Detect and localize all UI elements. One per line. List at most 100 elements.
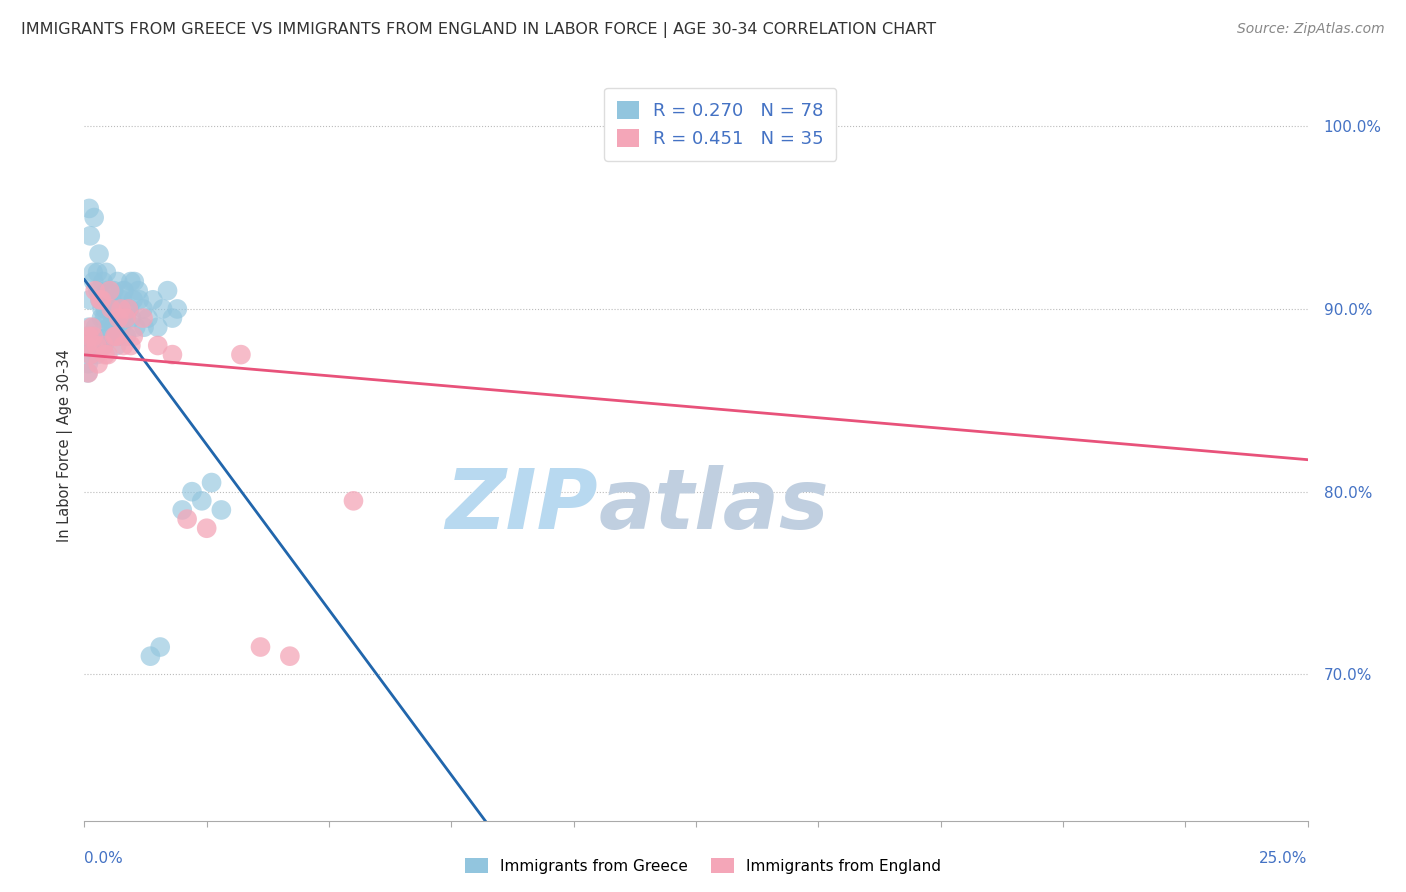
Point — [82, 329, 104, 343]
Point — [115, 329, 138, 343]
Point — [93, 311, 115, 326]
Point — [83, 275, 105, 289]
Point — [118, 301, 141, 316]
Point — [94, 301, 117, 316]
Point — [195, 521, 218, 535]
Point — [80, 320, 103, 334]
Point — [200, 475, 222, 490]
Point — [107, 311, 129, 326]
Point — [89, 293, 111, 307]
Point — [115, 311, 138, 326]
Point — [77, 357, 100, 371]
Point — [100, 293, 122, 307]
Point — [108, 329, 131, 343]
Point — [176, 512, 198, 526]
Point — [122, 275, 145, 289]
Point — [82, 329, 104, 343]
Point — [162, 311, 184, 326]
Point — [80, 338, 103, 352]
Point — [90, 311, 112, 326]
Point — [120, 275, 142, 289]
Point — [98, 329, 121, 343]
Point — [90, 293, 112, 307]
Point — [93, 338, 115, 352]
Point — [105, 338, 128, 352]
Point — [181, 484, 204, 499]
Point — [111, 293, 134, 307]
Point — [229, 348, 252, 362]
Point — [104, 301, 127, 316]
Point — [132, 320, 155, 334]
Point — [166, 301, 188, 316]
Point — [83, 211, 105, 225]
Point — [149, 640, 172, 654]
Legend: R = 0.270   N = 78, R = 0.451   N = 35: R = 0.270 N = 78, R = 0.451 N = 35 — [605, 88, 837, 161]
Point — [97, 320, 120, 334]
Point — [104, 329, 127, 343]
Point — [97, 329, 120, 343]
Point — [142, 293, 165, 307]
Point — [79, 293, 101, 307]
Point — [105, 329, 128, 343]
Point — [117, 301, 139, 316]
Text: 0.0%: 0.0% — [84, 851, 124, 865]
Point — [77, 320, 100, 334]
Point — [110, 311, 132, 326]
Point — [191, 493, 214, 508]
Point — [122, 293, 145, 307]
Point — [89, 293, 111, 307]
Point — [103, 284, 125, 298]
Point — [79, 348, 101, 362]
Point — [136, 311, 159, 326]
Point — [77, 366, 100, 380]
Point — [82, 265, 104, 279]
Point — [172, 503, 194, 517]
Point — [76, 338, 98, 352]
Point — [612, 110, 634, 124]
Point — [101, 311, 124, 326]
Point — [146, 320, 169, 334]
Point — [98, 284, 121, 298]
Point — [87, 284, 110, 298]
Point — [278, 649, 301, 664]
Point — [112, 284, 135, 298]
Point — [87, 357, 110, 371]
Point — [108, 301, 131, 316]
Point — [97, 348, 120, 362]
Point — [139, 649, 162, 664]
Point — [76, 329, 98, 343]
Point — [79, 228, 101, 243]
Point — [112, 338, 135, 352]
Point — [128, 293, 150, 307]
Point — [110, 301, 132, 316]
Point — [96, 265, 118, 279]
Point — [86, 338, 108, 352]
Text: atlas: atlas — [598, 466, 828, 547]
Point — [209, 503, 232, 517]
Text: 25.0%: 25.0% — [1260, 851, 1308, 865]
Point — [84, 329, 107, 343]
Legend: Immigrants from Greece, Immigrants from England: Immigrants from Greece, Immigrants from … — [458, 852, 948, 880]
Point — [86, 265, 108, 279]
Point — [110, 320, 132, 334]
Point — [91, 275, 114, 289]
Point — [146, 338, 169, 352]
Text: Source: ZipAtlas.com: Source: ZipAtlas.com — [1237, 22, 1385, 37]
Point — [120, 311, 142, 326]
Point — [77, 329, 100, 343]
Point — [112, 284, 135, 298]
Point — [249, 640, 271, 654]
Point — [115, 311, 138, 326]
Point — [132, 311, 155, 326]
Text: IMMIGRANTS FROM GREECE VS IMMIGRANTS FROM ENGLAND IN LABOR FORCE | AGE 30-34 COR: IMMIGRANTS FROM GREECE VS IMMIGRANTS FRO… — [21, 22, 936, 38]
Point — [100, 293, 122, 307]
Point — [122, 329, 145, 343]
Point — [77, 202, 100, 216]
Point — [86, 348, 108, 362]
Point — [132, 301, 155, 316]
Point — [76, 366, 98, 380]
Point — [91, 301, 114, 316]
Point — [84, 284, 107, 298]
Point — [127, 284, 149, 298]
Point — [94, 348, 117, 362]
